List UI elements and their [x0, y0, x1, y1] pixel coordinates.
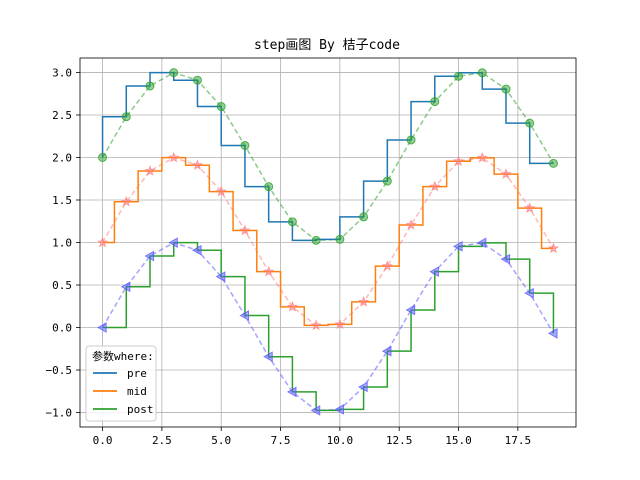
legend-label-mid: mid [127, 385, 147, 398]
series-mid-point [476, 151, 488, 163]
y-tick-label: 2.5 [52, 109, 72, 122]
series-mid-point [239, 224, 251, 236]
series-pre-point [548, 158, 558, 168]
series-post-point [168, 237, 178, 249]
y-tick-label: 0.0 [52, 322, 72, 335]
legend-title: 参数where: [92, 349, 154, 363]
legend-label-pre: pre [127, 367, 147, 380]
legend-label-post: post [127, 403, 154, 416]
legend: 参数where: pre mid post [85, 345, 157, 422]
series-post-point [263, 351, 273, 363]
series-post-point [358, 381, 368, 393]
series-mid-point [405, 219, 417, 230]
series-mid-point [452, 155, 465, 167]
series-mid-point [334, 318, 346, 330]
y-tick-label: 1.5 [52, 194, 72, 207]
series-post-point [144, 250, 155, 262]
series-post-point [310, 405, 321, 416]
series-pre-point [216, 102, 226, 112]
legend-box [85, 345, 157, 422]
series-mid-point [524, 202, 536, 213]
series-mid-point [357, 296, 370, 307]
series-post-point [239, 310, 250, 321]
series-mid-point [381, 260, 393, 271]
y-tick-label: −0.5 [46, 364, 73, 377]
series-post-point [120, 281, 131, 293]
series-mid-point [191, 159, 204, 170]
series-mid-point [120, 195, 132, 207]
series-pre-point [287, 217, 297, 227]
y-tick-label: 3.0 [52, 66, 72, 79]
plot-area: 0.0 2.5 5.0 7.5 10.0 12.5 15.0 17.5 −1.0 −0.5 0.0 0… [46, 57, 577, 447]
y-tick-label: 0.5 [52, 279, 72, 292]
series-pre-point [454, 71, 464, 81]
y-tick-label: −1.0 [46, 407, 73, 420]
chart-title: step画图 By 桔子code [254, 38, 400, 53]
series-pre-point [121, 112, 131, 122]
series-post-point [524, 287, 534, 299]
series-mid-point [429, 180, 441, 192]
series-post-point [334, 404, 344, 415]
series-pre-point [98, 152, 108, 162]
series-pre-point [525, 118, 535, 128]
series-pre-point [477, 68, 487, 78]
series-pre-point [382, 176, 392, 186]
x-tick-label: 15.0 [445, 434, 472, 447]
series-post-point [476, 237, 487, 249]
series-post-point [97, 322, 107, 333]
series-pre-point [311, 235, 321, 245]
series-post-point [547, 328, 558, 339]
data-layer [96, 68, 560, 416]
series-pre-point [501, 84, 511, 94]
series-mid-point [263, 265, 275, 277]
series-post-point [215, 271, 226, 282]
x-tick-label: 17.5 [505, 434, 532, 447]
series-mid-point [96, 236, 109, 248]
series-post-point [286, 386, 297, 398]
series-mid-point [286, 300, 299, 312]
series-post-point [452, 240, 463, 252]
series-post-point [381, 345, 392, 357]
series-pre-point [335, 234, 345, 244]
series-pre-point [359, 212, 369, 222]
x-tick-label: 5.0 [211, 434, 231, 447]
series-mid-point [310, 319, 322, 331]
series-pre-point [169, 68, 179, 78]
series-pre-point [192, 75, 202, 85]
series-mid-point [144, 165, 156, 176]
series-mid-point [215, 185, 227, 197]
series-pre-point [430, 97, 440, 107]
series-post-point [500, 253, 511, 265]
x-tick-label: 2.5 [152, 434, 172, 447]
x-tick-label: 0.0 [93, 434, 113, 447]
series-post-point [405, 304, 416, 316]
series-mid-point [547, 242, 560, 254]
y-tick-label: 1.0 [52, 237, 72, 250]
series-mid-point [500, 168, 512, 179]
series-pre-point [240, 140, 250, 150]
series-pre-point [145, 81, 155, 91]
y-tick-label: 2.0 [52, 151, 72, 164]
x-tick-label: 12.5 [386, 434, 413, 447]
series-mid-point [168, 151, 180, 163]
series-pre-point [406, 135, 416, 145]
series-post-point [191, 244, 202, 256]
series-pre-point [264, 182, 274, 192]
x-tick-label: 10.0 [327, 434, 354, 447]
series-post-point [429, 266, 439, 278]
x-tick-label: 7.5 [271, 434, 291, 447]
